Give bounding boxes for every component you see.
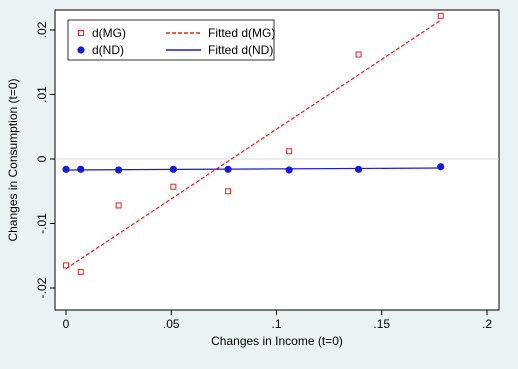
y-tick-label: 0 — [35, 155, 49, 162]
data-point-mg — [77, 268, 84, 275]
axes: -.02 -.01 0 .01 .02 0 .05 .1 .15 .2 — [35, 21, 499, 331]
fitted-line-3 — [65, 167, 441, 171]
y-tick-label: .01 — [35, 86, 49, 103]
data-point-nd — [62, 165, 70, 173]
x-tick-label: 0 — [63, 317, 70, 331]
data-point-mg — [225, 188, 232, 195]
y-tick-label: .02 — [35, 21, 49, 38]
data-point-nd — [77, 165, 85, 173]
data-point-nd — [115, 166, 123, 174]
y-tick-label: -.02 — [35, 277, 49, 298]
data-point-mg — [63, 262, 69, 269]
data-point-nd — [224, 165, 232, 173]
chart-marks — [62, 12, 445, 275]
data-point-nd — [285, 166, 293, 174]
data-point-mg — [437, 12, 444, 19]
data-point-nd — [169, 165, 177, 173]
x-tick-label: .1 — [271, 317, 281, 331]
y-tick-label: -.01 — [35, 213, 49, 234]
data-point-nd — [437, 163, 445, 171]
x-tick-label: .2 — [482, 317, 492, 331]
legend-label: Fitted d(MG) — [208, 26, 275, 40]
legend-key — [77, 46, 85, 54]
data-point-mg — [115, 202, 122, 209]
legend-label: d(ND) — [92, 43, 124, 57]
legend: d(MG) Fitted d(MG) d(ND) Fitted d(ND) — [67, 19, 275, 61]
legend-box — [67, 19, 275, 61]
fitted-line-1 — [65, 19, 442, 270]
y-axis-title: Changes in Consumption (t=0) — [6, 78, 20, 241]
data-point-nd — [354, 165, 363, 173]
x-tick-label: .15 — [373, 317, 390, 331]
legend-key — [78, 30, 84, 36]
data-point-mg — [170, 183, 177, 190]
data-point-mg — [286, 148, 293, 155]
legend-label: d(MG) — [92, 26, 126, 40]
x-tick-label: .05 — [163, 317, 180, 331]
x-axis-title: Changes in Income (t=0) — [211, 334, 343, 348]
data-point-mg — [355, 51, 362, 58]
legend-label: Fitted d(ND) — [208, 43, 273, 57]
